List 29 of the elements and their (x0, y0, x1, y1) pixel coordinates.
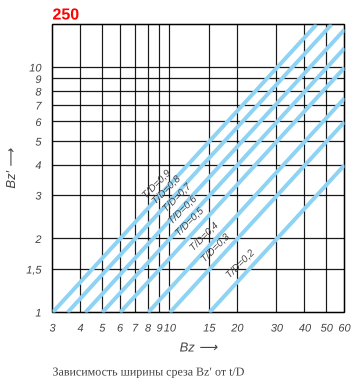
x-tick-label: 40 (298, 322, 312, 334)
x-tick-label: 20 (230, 322, 244, 334)
y-tick-label: 4 (35, 160, 42, 172)
text: Зависимость ширины среза Bz′ от t/D (52, 364, 245, 378)
y-tick-label: 1 (35, 308, 42, 320)
x-tick-label: 3 (49, 322, 56, 334)
x-tick-label: 50 (320, 322, 334, 334)
y-tick-label: 6 (35, 116, 42, 129)
y-tick-label: 8 (35, 86, 42, 98)
x-axis-title: Bz ⟶ (180, 340, 218, 354)
y-tick-label: 3 (35, 190, 42, 203)
y-axis-title: Bz′ ⟶ (3, 147, 18, 189)
chart-title: 250 (52, 6, 80, 24)
y-tick-label: 1,5 (26, 264, 42, 276)
y-tick-label: 9 (35, 74, 42, 86)
x-tick-label: 8 (145, 322, 152, 334)
y-tick-label: 2 (34, 234, 42, 246)
x-tick-label: 6 (117, 322, 124, 334)
x-tick-label: 9 (156, 322, 163, 334)
x-tick-label: 10 (164, 322, 177, 334)
x-tick-label: 15 (203, 322, 216, 334)
y-tick-label: 10 (29, 62, 42, 75)
x-tick-label: 4 (77, 322, 84, 334)
x-tick-label: 7 (132, 322, 140, 334)
x-tick-label: 30 (270, 322, 284, 334)
y-tick-label: 7 (35, 100, 42, 113)
y-tick-label: 5 (35, 136, 42, 148)
x-tick-label: 60 (338, 322, 352, 334)
x-tick-label: 5 (99, 322, 106, 334)
